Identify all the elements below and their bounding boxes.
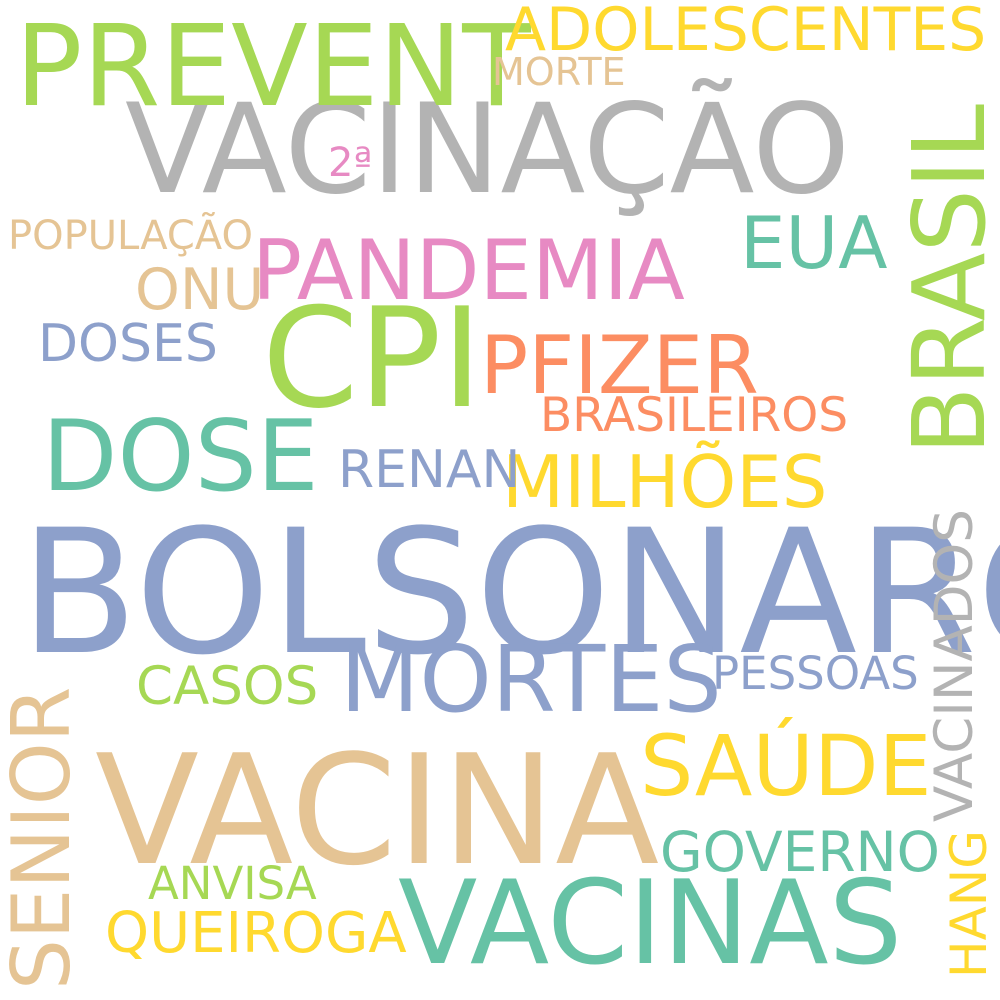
word-casos: CASOS [136, 656, 319, 717]
word-doses: DOSES [38, 314, 218, 374]
word-cpi: CPI [262, 278, 483, 439]
word-populacao: POPULAÇÃO [8, 213, 253, 259]
word-renan: RENAN [338, 440, 521, 500]
word-pandemia: PANDEMIA [252, 222, 685, 319]
word-saude: SAÚDE [640, 717, 932, 815]
word-2a: 2ª [328, 140, 373, 186]
word-pfizer: PFIZER [480, 319, 759, 412]
word-adolescentes: ADOLESCENTES [505, 0, 987, 65]
word-vacinas: VACINAS [398, 856, 903, 991]
word-milhoes: MILHÕES [502, 440, 828, 524]
word-queiroga: QUEIROGA [105, 901, 407, 966]
word-mortes: MORTES [340, 626, 722, 733]
word-eua: EUA [740, 201, 888, 285]
word-dose: DOSE [42, 400, 319, 514]
word-governo: GOVERNO [660, 820, 940, 884]
word-brasileiros: BRASILEIROS [540, 388, 849, 443]
word-vacinacao: VACINAÇÃO [125, 78, 850, 222]
word-hang: HANG [940, 830, 998, 978]
word-senior: SENIOR [0, 686, 88, 990]
word-morte: MORTE [492, 50, 626, 94]
word-pessoas: PESSOAS [712, 647, 919, 700]
word-vacina: VACINA [95, 722, 660, 899]
word-anvisa: ANVISA [148, 857, 317, 910]
word-prevent: PREVENT [15, 2, 531, 132]
word-onu: ONU [135, 257, 265, 323]
word-bolsonaro: BOLSONARO [20, 492, 1000, 693]
word-brasil: BRASIL [891, 103, 1000, 455]
word-vacinados: VACINADOS [924, 509, 985, 822]
